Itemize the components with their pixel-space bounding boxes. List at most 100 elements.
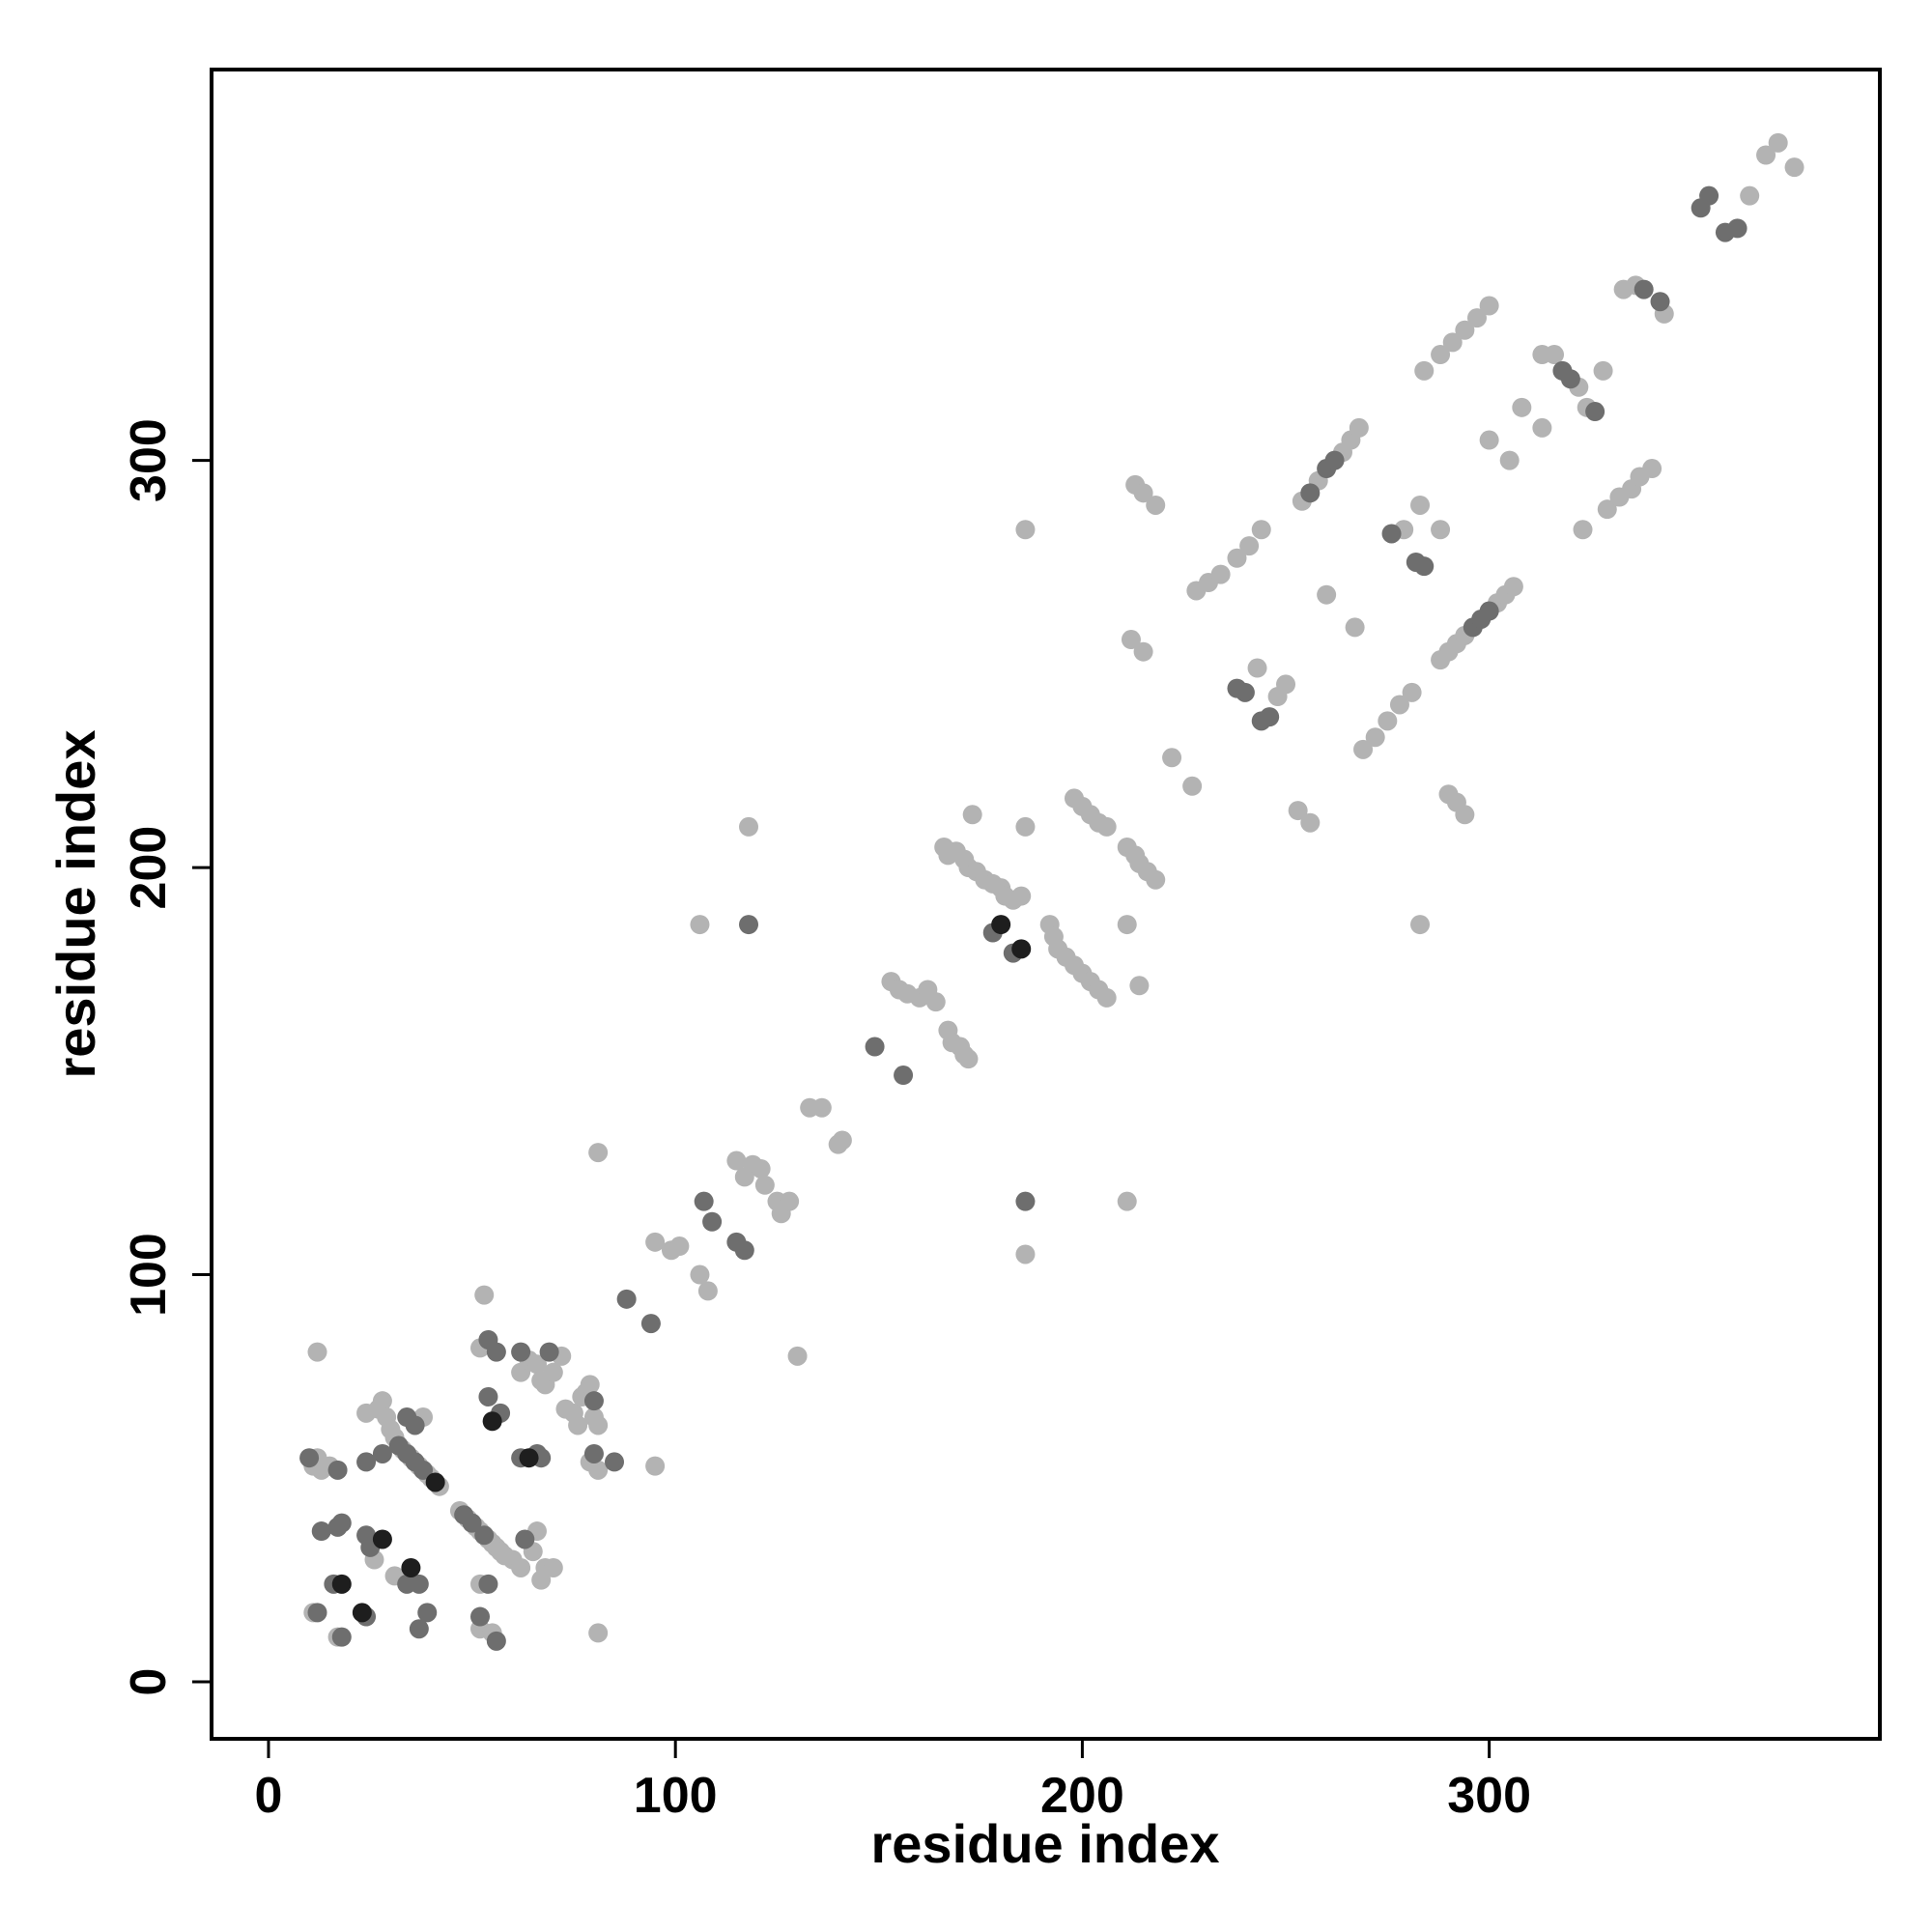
data-point	[1545, 345, 1565, 365]
x-axis-label: residue index	[870, 1813, 1219, 1874]
data-point	[515, 1529, 535, 1549]
data-point	[1162, 748, 1182, 768]
data-point	[1117, 1191, 1137, 1211]
data-point	[486, 1631, 506, 1651]
data-point	[588, 1415, 609, 1435]
data-point	[1353, 739, 1374, 759]
data-point	[372, 1529, 392, 1549]
y-tick-label: 0	[121, 1668, 177, 1696]
data-point	[511, 1342, 531, 1362]
data-point	[405, 1415, 425, 1435]
data-point	[352, 1603, 372, 1623]
data-point	[1410, 915, 1431, 935]
data-point	[356, 1452, 377, 1472]
data-point	[925, 992, 946, 1012]
data-point	[409, 1619, 429, 1639]
data-point	[690, 1264, 710, 1285]
data-point	[605, 1452, 625, 1472]
data-point	[1096, 987, 1117, 1008]
data-point	[1479, 430, 1499, 450]
data-point	[580, 1375, 600, 1395]
data-point	[1300, 812, 1321, 833]
data-point	[1585, 402, 1605, 422]
data-point	[832, 1130, 852, 1151]
data-point	[1699, 185, 1719, 206]
data-point	[1634, 279, 1654, 299]
data-point	[372, 1443, 392, 1463]
data-point	[1210, 564, 1231, 584]
data-point	[1349, 417, 1369, 438]
data-point	[417, 1603, 438, 1623]
plot-frame	[210, 68, 1882, 1741]
data-point	[751, 1158, 771, 1179]
data-point	[1324, 450, 1345, 470]
y-tick-label: 100	[121, 1233, 177, 1317]
data-point	[1288, 801, 1308, 821]
data-point	[519, 1448, 539, 1468]
data-point	[1466, 308, 1487, 328]
data-point	[1365, 727, 1385, 748]
data-point	[478, 1574, 498, 1594]
x-tick-label: 100	[634, 1768, 718, 1824]
x-tick-label: 200	[1040, 1768, 1124, 1824]
data-point	[1096, 816, 1117, 837]
data-point	[1560, 369, 1580, 389]
data-point	[1597, 499, 1617, 520]
data-point	[1381, 524, 1402, 544]
data-point	[1300, 483, 1321, 503]
data-point	[739, 915, 759, 935]
data-point	[307, 1603, 327, 1623]
data-point	[1479, 296, 1499, 316]
data-point	[588, 1460, 609, 1480]
data-point	[1431, 520, 1451, 540]
data-point	[1455, 320, 1475, 340]
data-point	[526, 1354, 547, 1375]
data-point	[1146, 869, 1166, 890]
data-point	[1146, 495, 1166, 515]
data-point	[425, 1472, 445, 1492]
data-point	[1410, 495, 1431, 515]
data-point	[754, 1175, 775, 1195]
data-point	[327, 1460, 348, 1480]
data-point	[739, 816, 759, 837]
data-point	[1235, 682, 1255, 702]
data-point	[1317, 584, 1337, 605]
data-point	[539, 1342, 559, 1362]
data-point	[1740, 185, 1760, 206]
data-point	[1532, 417, 1552, 438]
data-point	[1431, 345, 1451, 365]
data-point	[543, 1557, 563, 1577]
data-point	[702, 1211, 723, 1232]
data-point	[787, 1346, 808, 1366]
data-point	[568, 1415, 588, 1435]
data-point	[1414, 556, 1435, 577]
data-point	[478, 1386, 498, 1406]
data-point	[543, 1362, 563, 1382]
data-point	[331, 1627, 352, 1647]
data-point	[482, 1411, 502, 1432]
data-point	[694, 1191, 714, 1211]
data-point	[1378, 711, 1398, 731]
data-point	[894, 1065, 914, 1086]
data-point	[1239, 536, 1260, 556]
data-point	[1121, 630, 1141, 650]
data-point	[645, 1232, 666, 1252]
data-point	[1499, 450, 1520, 470]
data-point	[583, 1443, 604, 1463]
data-point	[1117, 915, 1137, 935]
y-tick-label: 300	[121, 418, 177, 502]
data-point	[1133, 641, 1153, 662]
data-point	[1414, 360, 1435, 381]
data-point	[588, 1143, 609, 1163]
data-point	[1642, 459, 1662, 479]
data-point	[1129, 976, 1150, 996]
data-point	[1011, 939, 1032, 959]
y-tick-label: 200	[121, 826, 177, 910]
data-point	[1784, 157, 1804, 178]
data-point	[1133, 483, 1153, 503]
data-point	[470, 1606, 491, 1627]
data-point	[734, 1240, 754, 1261]
data-point	[1276, 674, 1296, 695]
data-point	[311, 1521, 331, 1542]
data-point	[409, 1574, 429, 1594]
